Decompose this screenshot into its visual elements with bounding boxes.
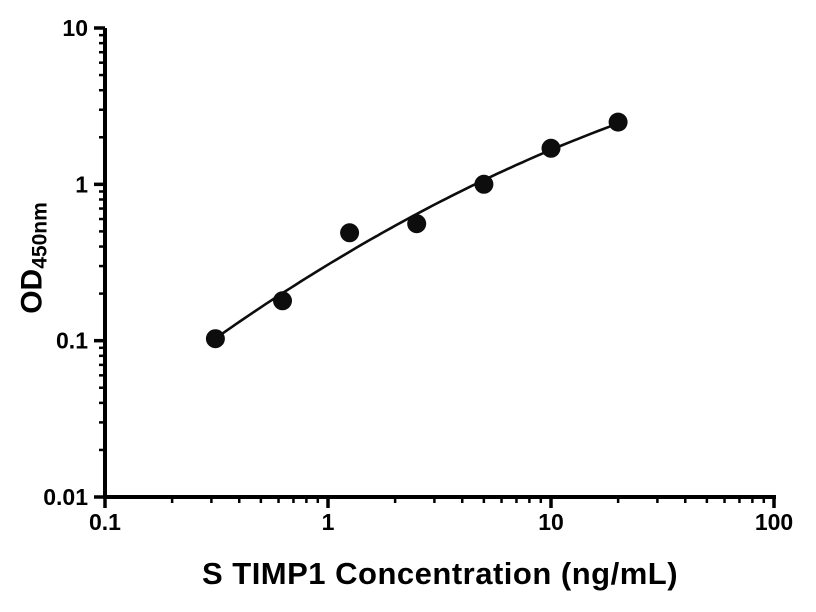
x-axis-title: S TIMP1 Concentration (ng/mL) <box>201 556 679 591</box>
y-axis-title: OD450nm <box>16 202 53 314</box>
y-tick-label: 1 <box>75 171 88 197</box>
data-point <box>340 223 360 243</box>
data-point <box>205 329 225 349</box>
x-tick-label: 100 <box>755 509 793 535</box>
data-point <box>541 138 561 158</box>
y-tick-label: 0.01 <box>43 484 88 510</box>
y-tick-label: 0.1 <box>56 328 88 354</box>
data-point <box>474 174 494 194</box>
x-tick-label: 0.1 <box>89 509 121 535</box>
data-point <box>608 112 628 132</box>
data-point <box>407 214 427 234</box>
y-axis-title-main: OD <box>15 268 49 314</box>
x-tick-label: 1 <box>322 509 335 535</box>
y-axis-title-subscript: 450nm <box>28 202 52 269</box>
y-tick-label: 10 <box>62 15 88 41</box>
x-tick-label: 10 <box>538 509 564 535</box>
data-point <box>273 291 292 311</box>
